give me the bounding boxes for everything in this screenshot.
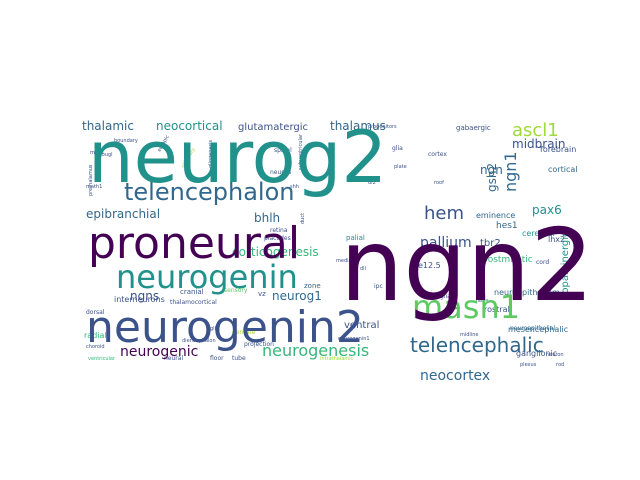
word-thalamus: thalamus: [330, 119, 386, 133]
word-zone: zone: [304, 282, 321, 290]
word-plate: plate: [394, 164, 407, 170]
word-pax6: pax6: [532, 203, 562, 217]
word-cerebral: cerebral: [522, 229, 555, 238]
word-neurogenin1: neurogenin1: [338, 336, 370, 342]
word-vz: vz: [258, 290, 266, 298]
word-neurogenic: neurogenic: [120, 344, 198, 360]
word-dl2: dl2: [368, 180, 376, 186]
word-neurog1: neurog1: [272, 289, 322, 303]
word-mash: mash: [90, 150, 104, 156]
word-ipc: ipc: [374, 283, 383, 290]
word-group: math1 duct gliogenesis subventricular progen…: [82, 115, 594, 384]
word-ascl1: ascl1: [512, 120, 559, 141]
word-thalamocortical: thalamocortical: [170, 299, 217, 306]
word-duct: duct: [300, 213, 306, 224]
word-ventral: ventral: [344, 320, 379, 331]
word-radial: radial: [84, 331, 107, 340]
word-tube: tube: [232, 355, 246, 362]
word-neuroepithelium: neuroepithelium: [494, 288, 560, 297]
word-shh: shh: [290, 184, 299, 190]
word-lhx2: lhx2: [548, 235, 565, 244]
word-mesencephalic: mesencephalic: [508, 325, 568, 334]
word-neocortical: neocortical: [156, 119, 223, 133]
word-dorsal: dorsal: [86, 309, 105, 316]
word-gliogenesis: gliogenesis: [208, 139, 214, 168]
word-rod: rod: [556, 362, 564, 368]
word-hem: hem: [424, 203, 464, 224]
word-glia: glia: [392, 145, 403, 152]
word-plexus: plexus: [520, 362, 537, 368]
word-subventricular: subventricular: [298, 133, 304, 170]
word-thalamic: thalamic: [82, 119, 134, 133]
word-prethalamus: prethalamus: [88, 164, 94, 196]
word-neurogenin2: neurogenin2: [86, 302, 364, 353]
word-proneural: proneural: [88, 218, 300, 269]
word-diencephalon: diencephalon: [182, 338, 216, 344]
word-neocortex: neocortex: [420, 368, 490, 384]
word-ventricular: ventricular: [88, 356, 116, 362]
word-intrathalamic: intrathalamic: [320, 356, 354, 362]
word-tbr2: tbr2: [480, 238, 501, 249]
word-telencephalic: telencephalic: [410, 333, 544, 357]
word-epibranchial: epibranchial: [86, 207, 160, 221]
word-ngn1: ngn1: [501, 151, 520, 192]
word-ngns: ngns: [130, 289, 159, 303]
word-e12-5: e12.5: [418, 261, 441, 270]
word-sensory: sensory: [224, 287, 248, 294]
word-bhlh: bhlh: [254, 211, 280, 225]
word-dentate: dentate: [232, 329, 256, 336]
word-neuroepithelial: neuroepithelial: [510, 325, 555, 332]
word-fougl: fougl: [100, 152, 113, 158]
word-cranial: cranial: [180, 288, 204, 296]
word-hes1: hes1: [496, 221, 518, 231]
word-ganglionic: ganglionic: [516, 349, 557, 358]
word-glutamatergic: glutamatergic: [238, 122, 308, 133]
word-neurod: neurod: [270, 169, 291, 176]
word-interneurons: interneurons: [114, 295, 165, 304]
word-palial: palial: [346, 234, 365, 242]
word-roof: roof: [434, 180, 444, 186]
word-dll: dll: [360, 266, 366, 272]
word-midbrain: midbrain: [512, 137, 565, 151]
word-forebrain: forebrain: [540, 145, 576, 154]
word-medial: medial: [336, 258, 353, 264]
word-math1: math1: [86, 184, 102, 190]
word-mash1: mash1: [412, 288, 520, 326]
word-cortical: cortical: [548, 165, 577, 174]
word-progenitors: progenitors: [368, 124, 397, 130]
word-glial: glial: [440, 293, 453, 300]
word-projection: projection: [244, 341, 274, 348]
word-floor: floor: [210, 355, 224, 362]
word-retina: retina: [270, 227, 288, 234]
word-eminence: eminence: [476, 211, 515, 220]
word-telencephalon: telencephalon: [124, 178, 295, 206]
word-postmitotic: postmitotic: [482, 255, 533, 265]
word-midline: midline: [460, 332, 478, 338]
word-gsh2: gsh2: [485, 163, 499, 192]
word-gli2: gli2: [210, 326, 219, 332]
word-corticogenesis: corticogenesis: [232, 245, 319, 259]
word-dopaminergic: dopaminergic: [560, 231, 571, 300]
word-neural: neural: [164, 355, 183, 362]
word-placodes: placodes: [264, 235, 291, 242]
word-rostral: rostral: [484, 305, 510, 314]
word-cortex: cortex: [428, 151, 447, 158]
word-boundary: boundary: [114, 138, 138, 144]
word-pallium: pallium: [420, 235, 472, 251]
word-neuron: neuron: [546, 352, 564, 358]
word-neurogenin: neurogenin: [116, 258, 298, 296]
word-ngn2: ngn2: [340, 207, 594, 324]
word-cord: cord: [536, 259, 549, 266]
word-ngn: ngn: [480, 163, 503, 177]
word-fates: fates: [476, 298, 489, 304]
word-choroid: choroid: [86, 344, 105, 350]
word-neurogenesis: neurogenesis: [262, 341, 369, 360]
word-gabaergic: gabaergic: [456, 124, 491, 132]
word-neurog2: neurog2: [88, 115, 387, 199]
word-spinal: spinal: [274, 147, 292, 154]
